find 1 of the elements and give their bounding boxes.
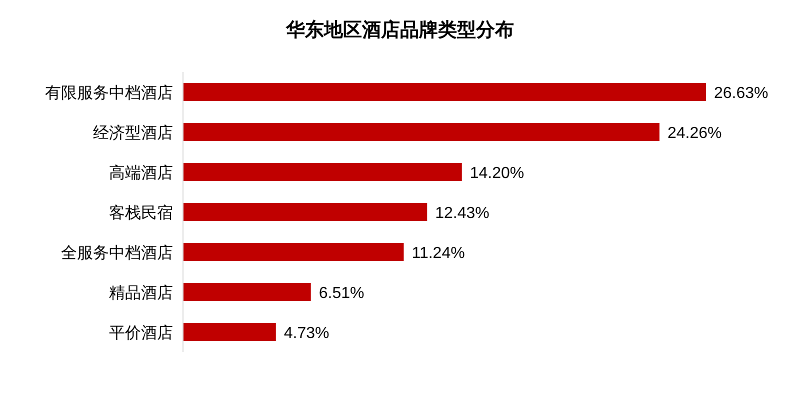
title: 华东地区酒店品牌类型分布 [286,20,514,41]
